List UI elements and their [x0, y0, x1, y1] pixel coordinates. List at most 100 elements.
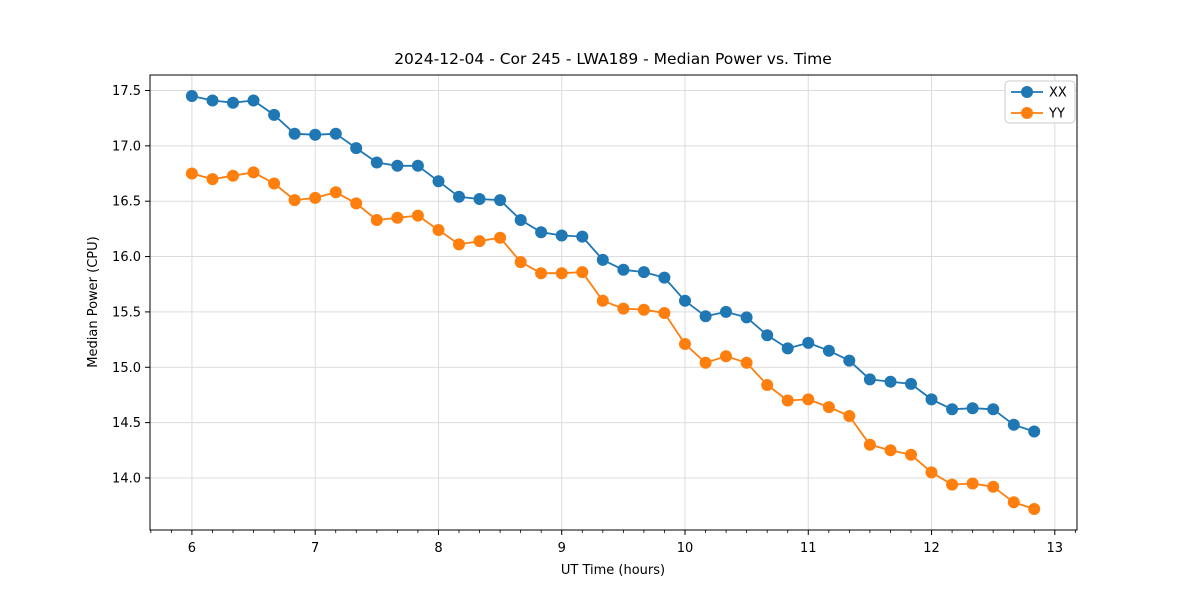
series-xx-marker	[473, 193, 486, 205]
y-tick-label: 15.5	[112, 305, 141, 320]
series-yy-marker	[1007, 496, 1020, 509]
series-yy-marker	[329, 186, 342, 199]
series-xx-marker	[658, 271, 671, 284]
series-yy-marker	[637, 303, 650, 316]
series-xx-marker	[987, 403, 1000, 416]
plot-area: 6 7 8 9 10 11 12 13 14.0 14.5 15.0 15.5 16.0 16.5 17.0…	[112, 74, 1078, 556]
x-tick-label: 6	[188, 541, 196, 556]
series-yy-marker	[535, 267, 548, 280]
series-xx-marker	[761, 329, 774, 342]
series-xx-marker	[411, 159, 424, 172]
legend-label-xx: XX	[1049, 86, 1067, 101]
y-tick-label: 16.5	[112, 195, 141, 210]
y-tick-label: 17.5	[112, 84, 141, 99]
series-xx-marker	[247, 94, 260, 107]
series-yy-marker	[432, 224, 445, 236]
series-xx-marker	[185, 90, 198, 102]
series-yy-marker	[596, 294, 609, 307]
series-yy-marker	[288, 194, 301, 207]
series-xx-marker	[596, 253, 609, 266]
x-tick-label: 9	[558, 541, 566, 556]
y-tick-label: 17.0	[112, 139, 141, 154]
series-xx-marker	[1007, 418, 1020, 431]
series-yy-marker	[946, 478, 959, 491]
series-xx-marker	[453, 190, 465, 203]
x-tick-label: 13	[1047, 541, 1064, 556]
series-xx-marker	[535, 226, 548, 239]
series-yy-marker	[679, 338, 691, 350]
series-yy-marker	[576, 266, 589, 279]
series-xx-marker	[843, 354, 856, 367]
series-xx-marker	[206, 94, 219, 107]
y-tick-label: 16.0	[112, 250, 141, 265]
series-yy-marker	[350, 197, 363, 210]
series-xx-marker	[391, 159, 404, 172]
series-yy-marker	[617, 302, 630, 315]
series-yy-marker	[781, 394, 794, 407]
x-tick-label: 12	[923, 541, 940, 556]
legend: XX YY	[1004, 80, 1076, 124]
series-yy-marker	[761, 379, 774, 391]
series-yy-marker	[411, 209, 424, 222]
series-xx-marker	[1028, 425, 1041, 438]
series-yy-marker	[863, 438, 876, 451]
series-xx-marker	[329, 127, 342, 140]
legend-marker-xx	[1021, 86, 1033, 98]
y-tick-label: 14.5	[112, 416, 141, 431]
series-yy-marker	[206, 173, 219, 186]
series-yy-marker	[987, 480, 1000, 493]
series-xx-marker	[576, 230, 589, 243]
axes-spines	[149, 74, 1078, 531]
x-tick-label: 7	[311, 541, 319, 556]
chart-title: 2024-12-04 - Cor 245 - LWA189 - Median P…	[394, 50, 832, 68]
series-xx-marker	[617, 263, 630, 276]
series-xx-marker	[966, 402, 979, 415]
y-tick-label: 15.0	[112, 361, 141, 376]
series-yy-marker	[822, 401, 835, 414]
series-yy-marker	[227, 169, 239, 182]
series-yy-marker	[925, 466, 938, 479]
series-xx-marker	[309, 128, 322, 141]
series-yy-marker	[473, 235, 486, 248]
series-xx-marker	[350, 142, 363, 155]
x-tick-label: 8	[434, 541, 442, 556]
series-xx-marker	[925, 393, 938, 406]
series-yy-marker	[699, 356, 712, 369]
series-yy-marker	[391, 211, 404, 224]
series-yy-markers	[185, 166, 1041, 515]
series-xx-marker	[802, 336, 815, 349]
series-yy-marker	[966, 477, 979, 490]
series-yy-marker	[555, 267, 568, 280]
legend-marker-yy	[1021, 107, 1033, 119]
y-tick-label: 14.0	[112, 471, 141, 486]
x-tick-label: 10	[677, 541, 694, 556]
series-xx-marker	[905, 377, 917, 390]
series-yy-marker	[905, 448, 917, 461]
series-xx-marker	[822, 344, 835, 357]
series-xx-marker	[946, 403, 959, 416]
series-yy-marker	[658, 307, 671, 319]
series-yy-marker	[185, 167, 198, 180]
series-yy-marker	[884, 444, 897, 457]
series-xx-marker	[227, 96, 239, 109]
series-xx-marker	[432, 175, 445, 188]
series-yy-marker	[268, 177, 281, 190]
series-yy-marker	[453, 238, 465, 251]
series-xx-marker	[637, 266, 650, 279]
series-xx-marker	[720, 305, 732, 318]
series-yy-marker	[370, 214, 383, 226]
series-xx-marker	[863, 373, 876, 386]
series-yy-marker	[720, 350, 732, 363]
x-axis-label: UT Time (hours)	[561, 563, 665, 578]
series-xx-markers	[185, 90, 1041, 438]
x-tick-label: 11	[800, 541, 817, 556]
series-yy-marker	[740, 356, 753, 369]
series-xx-marker	[679, 294, 691, 307]
y-axis-label: Median Power (CPU)	[86, 236, 101, 367]
series-xx-marker	[288, 127, 301, 140]
series-yy-marker	[494, 231, 507, 244]
series-yy-marker	[309, 191, 322, 204]
legend-label-yy: YY	[1048, 107, 1065, 122]
series-xx-marker	[740, 311, 753, 324]
